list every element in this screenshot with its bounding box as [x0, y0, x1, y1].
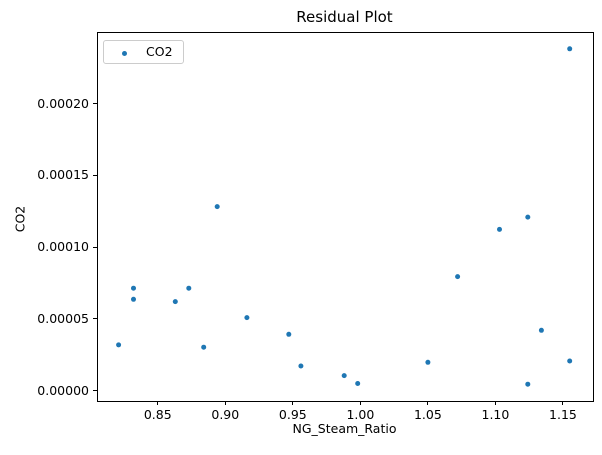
y-tick-label: 0.00015 — [37, 167, 89, 183]
y-tick-label: 0.00020 — [37, 95, 89, 111]
x-tick-mark — [157, 401, 159, 405]
y-tick-mark — [93, 318, 97, 320]
y-tick-label: 0.00010 — [37, 239, 89, 255]
plot-area — [97, 32, 594, 402]
x-axis-label: NG_Steam_Ratio — [292, 421, 397, 436]
y-tick-mark — [93, 103, 97, 105]
y-tick-mark — [93, 246, 97, 248]
x-tick-mark — [562, 401, 564, 405]
legend: CO2 — [103, 40, 184, 64]
y-tick-label: 0.00005 — [37, 310, 89, 326]
x-tick-label: 0.95 — [278, 407, 307, 422]
y-tick-label: 0.00000 — [37, 382, 89, 398]
x-tick-mark — [359, 401, 361, 405]
x-tick-label: 0.90 — [211, 407, 240, 422]
x-tick-mark — [224, 401, 226, 405]
legend-marker-dot-icon — [122, 51, 127, 56]
y-tick-mark — [93, 390, 97, 392]
x-tick-mark — [494, 401, 496, 405]
chart-title: Residual Plot — [296, 8, 393, 26]
legend-label: CO2 — [146, 44, 173, 59]
x-tick-label: 1.10 — [481, 407, 510, 422]
x-tick-label: 1.00 — [346, 407, 375, 422]
x-tick-mark — [292, 401, 294, 405]
y-tick-mark — [93, 174, 97, 176]
x-tick-mark — [427, 401, 429, 405]
x-tick-label: 1.15 — [549, 407, 577, 422]
x-tick-label: 1.05 — [413, 407, 442, 422]
x-tick-label: 0.85 — [143, 407, 172, 422]
